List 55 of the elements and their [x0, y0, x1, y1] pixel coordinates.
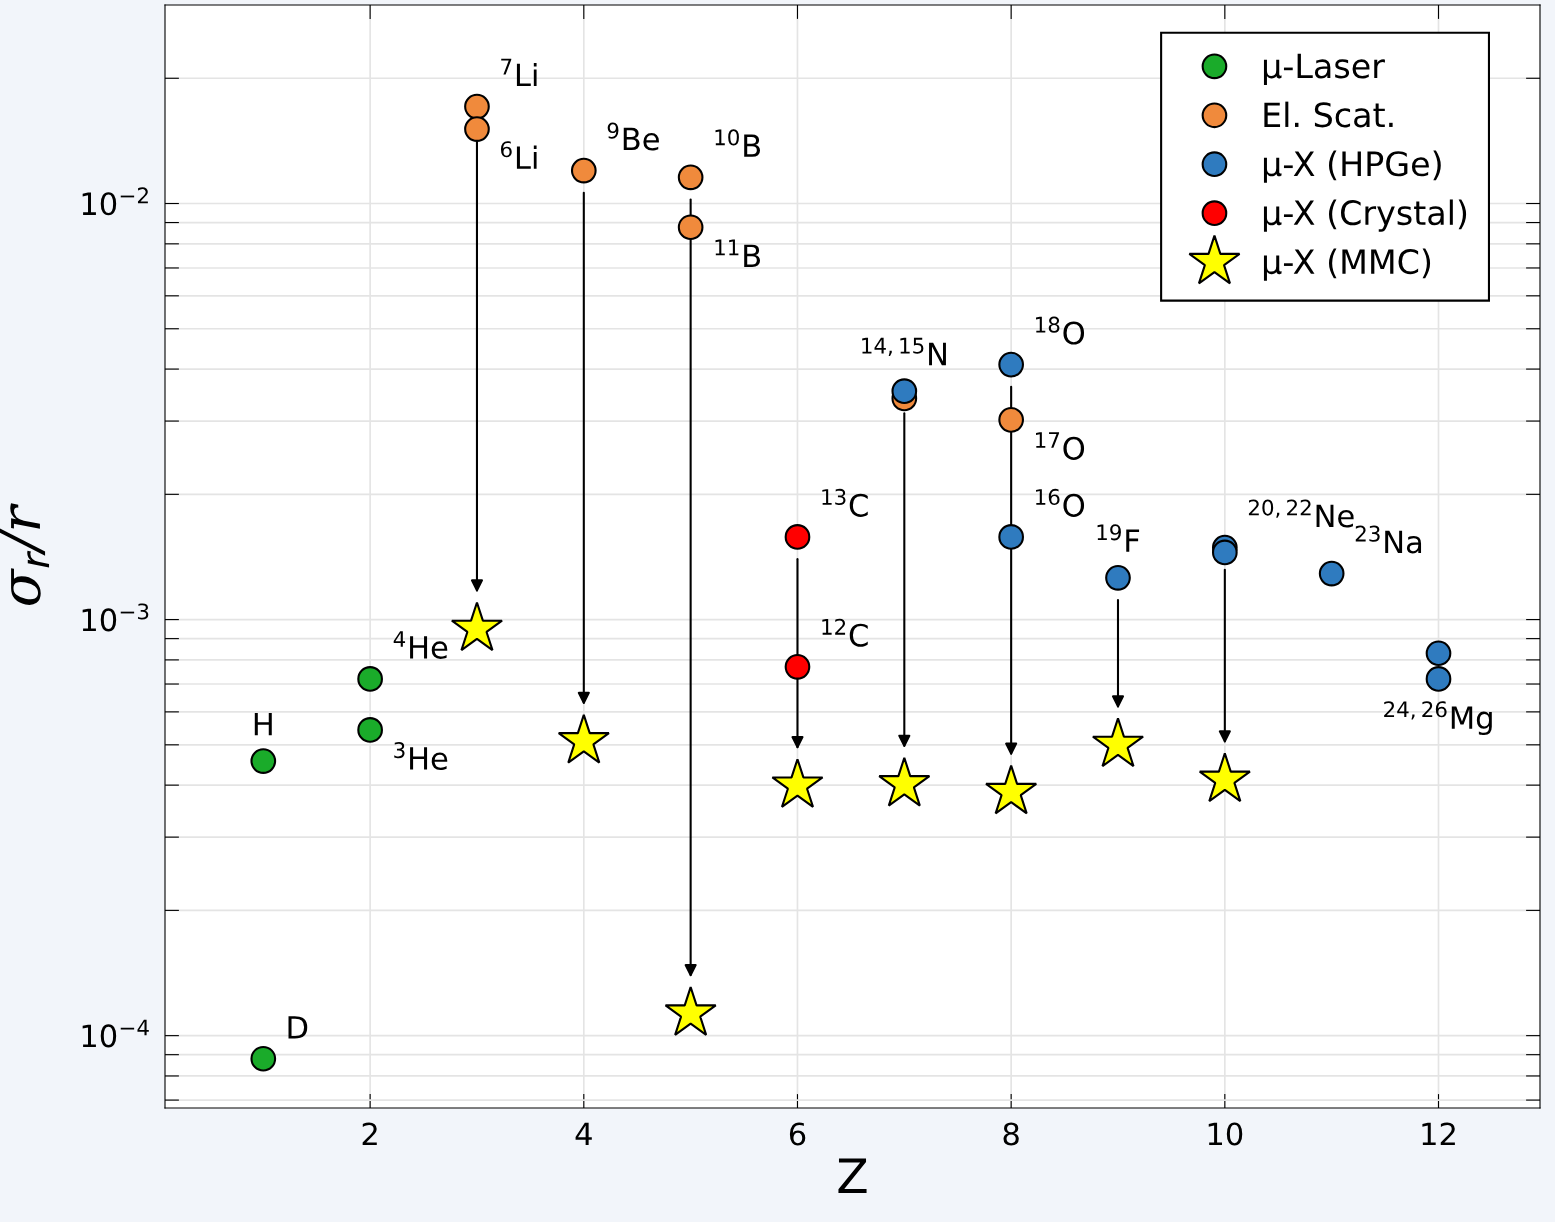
- point: [464, 116, 490, 142]
- point: [784, 524, 811, 550]
- legend-label: μ-X (HPGe): [1263, 150, 1441, 183]
- point: [570, 157, 597, 184]
- annotation: $^{18}$O: [1036, 316, 1085, 345]
- point: [357, 717, 383, 743]
- point: [1105, 564, 1131, 591]
- y-tick-label: 10$^{−4}$: [82, 1019, 149, 1048]
- legend-label: μ-X (Crystal): [1263, 199, 1467, 232]
- point: [998, 351, 1024, 378]
- annotation: $^{14,15}$N: [862, 337, 946, 366]
- x-tick-label: 6: [789, 1122, 806, 1146]
- x-tick-label: 10: [1208, 1122, 1243, 1146]
- annotation: $^{3}$He: [394, 741, 448, 770]
- point: [250, 748, 277, 774]
- annotation: $^{13}$C: [822, 488, 868, 517]
- x-tick-label: 2: [362, 1122, 377, 1146]
- point: [250, 1045, 277, 1072]
- annotation: $^{4}$He: [393, 631, 448, 659]
- annotation: $^{9}$Be: [607, 122, 659, 151]
- annotation: $^{24,26}$Mg: [1384, 701, 1492, 736]
- annotation: $^{10}$B: [715, 129, 761, 157]
- annotation: $^{12}$C: [822, 618, 868, 647]
- point: [1425, 666, 1452, 692]
- legend-label: El. Scat.: [1264, 101, 1393, 128]
- point: [1318, 560, 1345, 587]
- annotation: D: [288, 1016, 308, 1039]
- annotation: $^{19}$F: [1097, 524, 1140, 552]
- point: [998, 407, 1024, 433]
- point: [677, 214, 704, 241]
- annotation: $^{6}$Li: [500, 141, 537, 169]
- annotation: $^{11}$B: [715, 239, 761, 267]
- point: [464, 93, 490, 120]
- y-tick-label: 10$^{−2}$: [82, 187, 148, 216]
- x-axis-title: Z: [838, 1158, 867, 1193]
- legend-label: μ-Laser: [1263, 53, 1385, 85]
- point: [1425, 640, 1452, 667]
- point: [891, 378, 918, 404]
- point: [357, 666, 383, 692]
- legend-label: μ-X (MMC): [1263, 248, 1431, 281]
- point: [784, 653, 811, 680]
- point: [1211, 539, 1238, 566]
- x-tick-label: 12: [1422, 1122, 1455, 1146]
- annotation: H: [254, 712, 272, 736]
- y-axis-title: σ$_{r}$/r: [0, 503, 50, 605]
- annotation: $^{20,22}$Ne: [1248, 499, 1354, 528]
- annotation: $^{16}$O: [1036, 488, 1085, 517]
- x-tick-label: 4: [575, 1122, 592, 1146]
- y-tick-label: 10$^{−3}$: [82, 603, 149, 632]
- point: [998, 524, 1024, 550]
- annotation: $^{7}$Li: [501, 58, 537, 87]
- annotation: $^{17}$O: [1036, 432, 1085, 460]
- x-tick-label: 8: [1003, 1122, 1019, 1146]
- annotation: $^{23}$Na: [1355, 525, 1422, 554]
- point: [677, 164, 704, 191]
